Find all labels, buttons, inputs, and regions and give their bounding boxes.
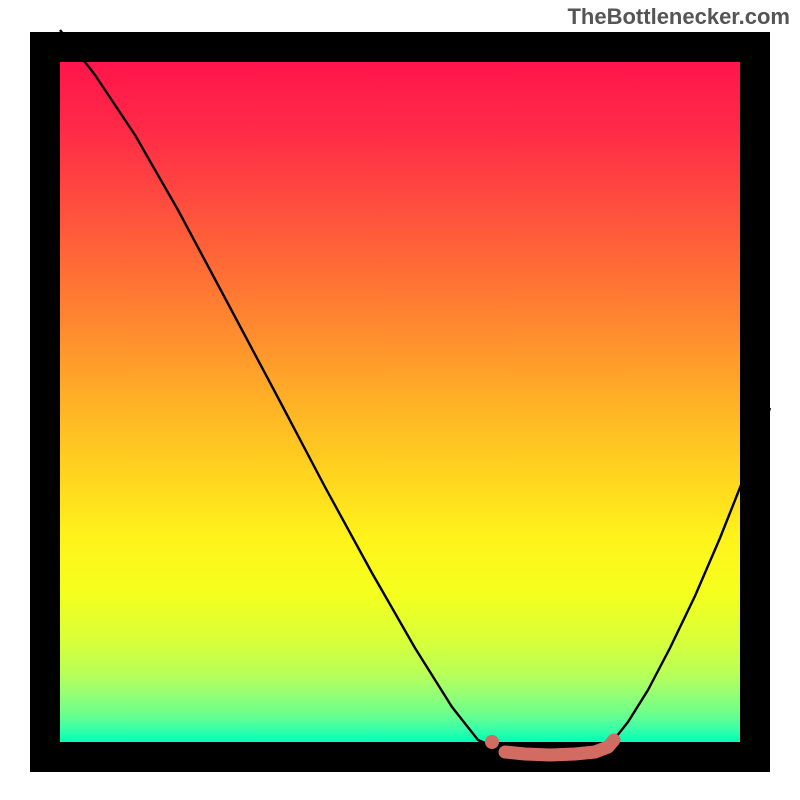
chart-gradient-background	[60, 62, 740, 742]
optimal-point-marker	[485, 735, 499, 749]
watermark-text: TheBottlenecker.com	[567, 4, 790, 30]
bottleneck-chart	[0, 0, 800, 800]
chart-container: TheBottlenecker.com	[0, 0, 800, 800]
